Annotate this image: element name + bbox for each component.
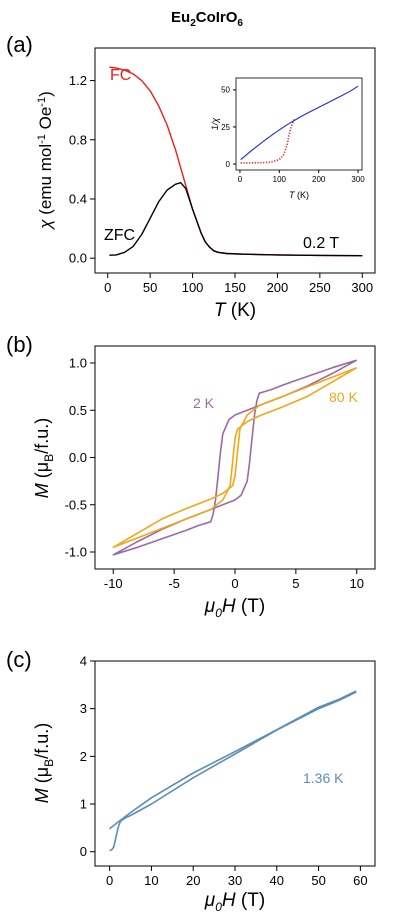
y-tick-label: 4 [80,654,87,669]
panel-b-label: (b) [6,332,33,357]
y-tick-label: 1.2 [69,73,87,88]
x-tick-label: 50 [311,873,325,888]
y-tick-label: -1.0 [65,545,87,560]
y-tick-label: 0.0 [69,450,87,465]
inset-x-axis: 0 100 200 300 [238,170,365,184]
x-tick-label: 150 [224,280,246,295]
inset-series [240,85,359,164]
y-tick-label: 1.0 [69,356,87,371]
inset-y-axis: 0 25 50 [221,86,236,169]
y-tick-label: 1 [80,797,87,812]
x-tick-label: -10 [104,576,123,591]
x-tick-label: 200 [267,280,289,295]
series-line-fit [240,85,359,161]
panel-b-series [112,359,358,556]
annotation-136k: 1.36 K [303,770,344,786]
x-tick-label: 0 [104,280,111,295]
panel-b-xlabel: μ0H (T) [204,596,265,620]
figure-title: Eu2CoIrO6 [171,9,243,29]
y-tick-label: 0.8 [69,132,87,147]
x-tick-label: 200 [312,175,326,184]
series-line-zfc [109,182,363,257]
annotation-fc: FC [110,67,131,84]
x-tick-label: 300 [351,280,373,295]
panel-b: (b) -10 -5 0 5 10 -1.0 -0.5 0.0 0.5 1.0 2 K 80 K… [6,332,376,620]
y-tick-label: -0.5 [65,497,87,512]
annotation-zfc: ZFC [104,227,135,244]
x-tick-label: 60 [353,873,367,888]
panel-c-label: (c) [6,647,32,672]
x-tick-label: 10 [144,873,158,888]
annotation-2k: 2 K [193,395,215,411]
panel-c-xlabel: μ0H (T) [204,890,265,914]
panel-a-y-axis: 0.0 0.4 0.8 1.2 [69,73,95,266]
panel-b-x-axis: -10 -5 0 5 10 [104,569,364,591]
panel-a-series [109,66,363,257]
y-tick-label: 0.5 [69,403,87,418]
x-tick-label: 10 [350,576,364,591]
series-line-1- [240,117,296,164]
panel-a-label: (a) [6,32,33,57]
panel-c: (c) 0 10 20 30 40 50 60 0 1 2 3 4 1.36 K μ0H (T) M… [6,647,376,914]
panel-b-ylabel: M (μB/f.u.) [32,418,56,498]
y-tick-label: 3 [80,701,87,716]
panel-a-ylabel: χ (emu mol-1 Oe-1) [36,91,55,231]
x-tick-label: 0 [106,873,113,888]
x-tick-label: 0 [238,175,243,184]
panel-c-x-axis: 0 10 20 30 40 50 60 [106,866,368,888]
panel-b-y-axis: -1.0 -0.5 0.0 0.5 1.0 [65,356,95,560]
series-line-80-k [112,366,358,549]
x-tick-label: -5 [168,576,180,591]
y-tick-label: 50 [221,86,230,95]
y-tick-label: 0.4 [69,192,87,207]
y-tick-label: 0.0 [69,251,87,266]
x-tick-label: 20 [186,873,200,888]
x-tick-label: 100 [182,280,204,295]
panel-a-x-axis: 0 50 100 150 200 250 300 [104,273,373,295]
x-tick-label: 250 [309,280,331,295]
panel-b-frame [94,345,376,570]
inset-chart: 0 100 200 300 0 25 50 T (K) 1/χ [210,77,365,200]
y-tick-label: 0 [80,844,87,859]
y-tick-label: 25 [221,123,230,132]
panel-a: (a) 0 50 100 150 200 250 300 0.00.40.81.2 FC Z… [6,32,376,321]
annotation-80k: 80 K [329,389,358,405]
x-tick-label: 100 [273,175,287,184]
x-tick-label: 50 [143,280,157,295]
series-line-1-36-k-down [109,690,357,830]
panel-a-xlabel: T (K) [214,300,256,321]
inset-frame [235,77,363,171]
x-tick-label: 40 [270,873,284,888]
inset-ylabel: 1/χ [210,117,220,131]
panel-c-frame [94,660,376,867]
annotation-field: 0.2 T [303,235,339,252]
x-tick-label: 30 [228,873,242,888]
series-line-1-36-k-up [109,691,357,852]
y-tick-label: 0 [226,160,231,169]
inset-xlabel: T (K) [289,190,309,200]
panel-c-series [109,690,357,852]
panel-c-ylabel: M (μB/f.u.) [32,723,56,803]
x-tick-label: 300 [351,175,365,184]
series-line-2-k [112,359,358,556]
panel-c-y-axis: 0 1 2 3 4 [80,654,95,859]
x-tick-label: 0 [231,576,238,591]
y-tick-label: 2 [80,749,87,764]
x-tick-label: 5 [292,576,299,591]
